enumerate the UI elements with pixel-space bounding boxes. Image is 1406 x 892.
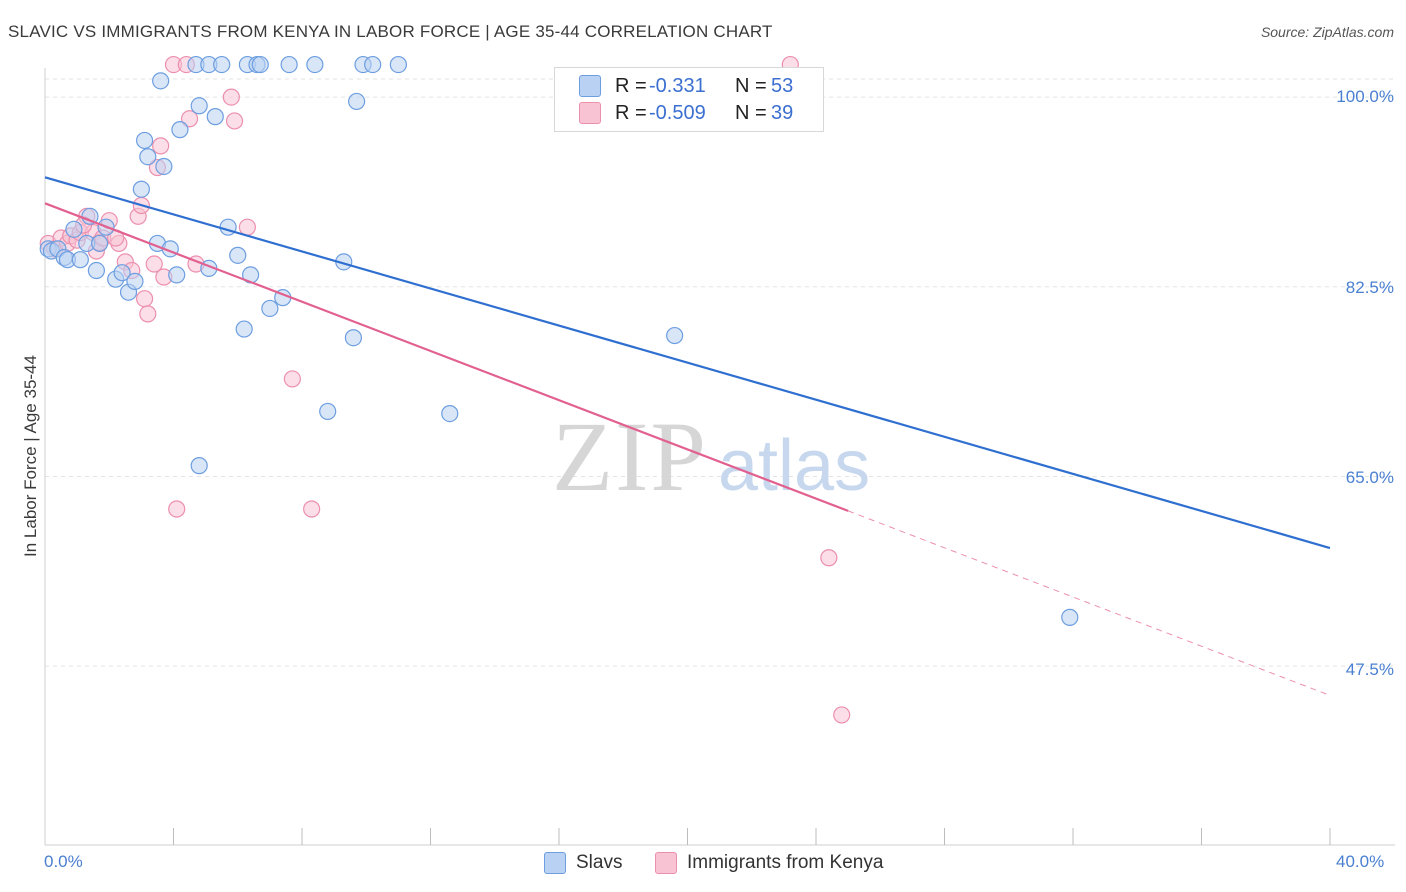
legend-row-slavs: R = -0.331 N = 53 xyxy=(579,73,793,99)
kenya-point xyxy=(303,500,321,518)
r-value: -0.509 xyxy=(649,101,706,124)
slavs-point xyxy=(126,272,144,290)
axis-layer xyxy=(44,68,1395,846)
slavs-point xyxy=(441,405,459,423)
kenya-point xyxy=(168,500,186,518)
source-label: Source: ZipAtlas.com xyxy=(1260,24,1394,40)
kenya-point xyxy=(135,290,154,308)
slavs-point xyxy=(113,264,131,282)
kenya-point xyxy=(180,110,199,128)
watermark: ZIP atlas xyxy=(552,401,870,512)
slavs-point xyxy=(251,55,269,74)
slavs-point xyxy=(132,180,150,198)
slavs-point xyxy=(190,457,208,475)
slavs-point xyxy=(155,157,173,176)
kenya-trend-line-extension xyxy=(847,510,1331,696)
trend-layer xyxy=(44,176,1331,696)
watermark-atlas: atlas xyxy=(718,426,870,506)
slavs-point xyxy=(135,131,154,150)
slavs-trend-line xyxy=(44,176,1331,550)
kenya-trend-line xyxy=(44,202,849,512)
kenya-point xyxy=(139,305,157,323)
y-tick-label: 47.5% xyxy=(1345,660,1394,679)
slavs-point xyxy=(319,402,337,421)
slavs-swatch xyxy=(579,75,601,97)
slavs-point xyxy=(235,320,253,338)
kenya-point xyxy=(238,218,256,236)
slavs-point xyxy=(348,92,366,111)
kenya-legend-swatch xyxy=(655,852,677,874)
kenya-point xyxy=(283,370,301,388)
legend-row-kenya: R = -0.509 N = 39 xyxy=(579,100,793,126)
slavs-point xyxy=(65,220,83,238)
legend-label-kenya: Immigrants from Kenya xyxy=(687,852,884,873)
slavs-point xyxy=(344,329,362,347)
slavs-point xyxy=(306,55,324,74)
watermark-zip: ZIP xyxy=(552,401,708,512)
n-value: 39 xyxy=(771,101,794,124)
slavs-point xyxy=(666,326,684,345)
slavs-point xyxy=(229,246,247,264)
slavs-point xyxy=(87,261,106,280)
slavs-point xyxy=(139,148,157,166)
slavs-point xyxy=(206,108,224,126)
r-label: R = xyxy=(615,74,647,97)
y-tick-label: 65.0% xyxy=(1345,468,1394,487)
slavs-points xyxy=(39,55,1079,626)
legend-item-kenya: Immigrants from Kenya xyxy=(655,852,883,874)
slavs-point xyxy=(171,121,189,139)
kenya-point xyxy=(225,112,244,130)
r-value: -0.331 xyxy=(649,74,706,97)
slavs-point xyxy=(152,72,170,90)
y-axis-label: In Labor Force | Age 35-44 xyxy=(21,355,40,557)
slavs-point xyxy=(168,266,186,284)
slavs-point xyxy=(71,251,89,269)
n-label: N = xyxy=(735,101,767,124)
x-tick-label-max: 40.0% xyxy=(1336,852,1385,871)
slavs-point xyxy=(280,55,298,74)
kenya-point xyxy=(222,88,240,106)
n-value: 53 xyxy=(771,74,794,97)
kenya-point xyxy=(833,706,851,724)
x-tick-label-min: 0.0% xyxy=(44,852,83,871)
legend-item-slavs: Slavs xyxy=(544,852,622,874)
kenya-point xyxy=(820,549,838,567)
slavs-point xyxy=(91,234,109,253)
correlation-legend: R = -0.331 N = 53 R = -0.509 N = 39 xyxy=(554,67,824,132)
r-label: R = xyxy=(615,101,647,124)
slavs-legend-swatch xyxy=(544,852,566,874)
slavs-point xyxy=(213,55,231,74)
slavs-point xyxy=(1061,608,1079,626)
legend-label-slavs: Slavs xyxy=(576,852,623,873)
kenya-point xyxy=(152,137,170,155)
slavs-point xyxy=(389,55,407,74)
slavs-point xyxy=(364,55,382,74)
kenya-swatch xyxy=(579,102,601,124)
kenya-point xyxy=(145,255,163,273)
chart-title: SLAVIC VS IMMIGRANTS FROM KENYA IN LABOR… xyxy=(8,22,773,41)
y-tick-label: 100.0% xyxy=(1336,87,1394,106)
slavs-point xyxy=(261,299,279,318)
slavs-point xyxy=(190,97,208,115)
kenya-points xyxy=(39,55,851,724)
y-tick-label: 82.5% xyxy=(1345,278,1394,297)
n-label: N = xyxy=(735,74,767,97)
